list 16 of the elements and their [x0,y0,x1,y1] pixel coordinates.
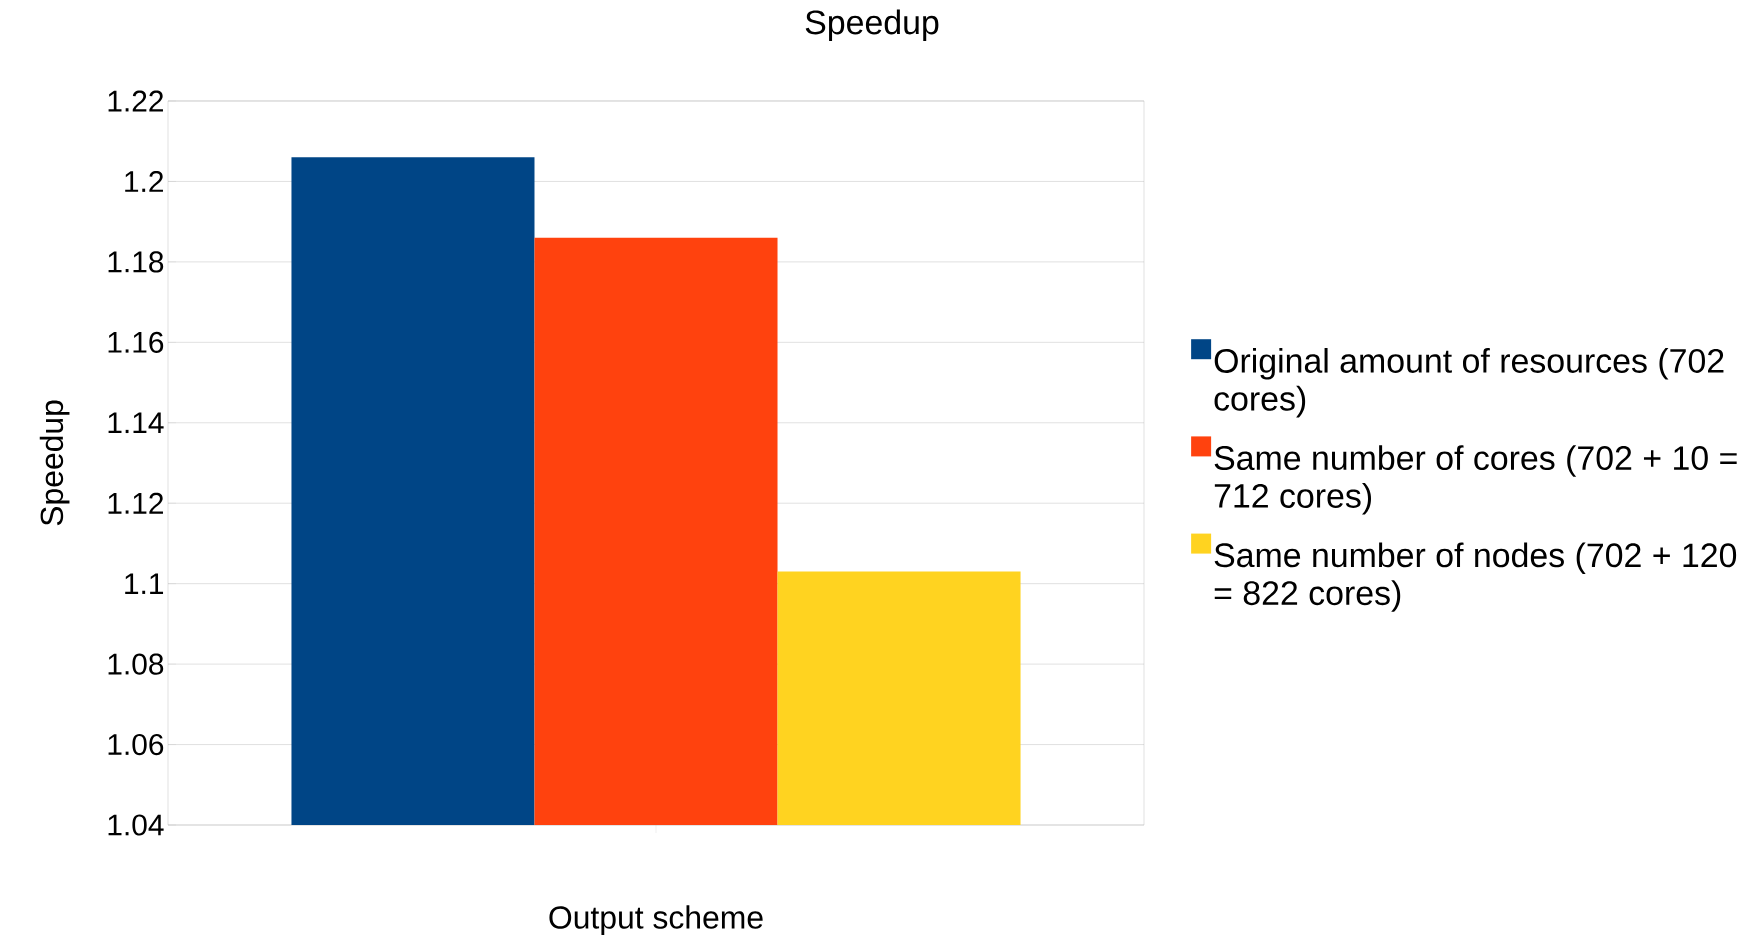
y-axis-title: Speedup [39,400,70,526]
y-tick-label: 1.2 [125,171,163,192]
legend-label: Original amount of resources (702 cores) [1214,348,1724,418]
y-tick-label: 1.08 [108,653,164,675]
y-tick-label: 1.22 [108,90,163,112]
chart-title: Speedup [805,9,939,42]
y-tick-label: 1.06 [108,733,164,756]
x-axis-title: Output scheme [549,905,763,936]
y-tick-label: 1.12 [108,492,163,514]
y-tick-label: 1.18 [108,251,164,273]
y-tick-label: 1.04 [108,814,164,836]
legend-label: Same number of cores (702 + 10 = 712 cores) [1214,445,1737,515]
y-tick-label: 1.14 [108,412,164,434]
y-tick-label: 1.1 [125,573,164,594]
y-tick-label: 1.16 [108,331,164,353]
legend-label: Same number of nodes (702 + 120 = 822 cores) [1214,542,1737,612]
